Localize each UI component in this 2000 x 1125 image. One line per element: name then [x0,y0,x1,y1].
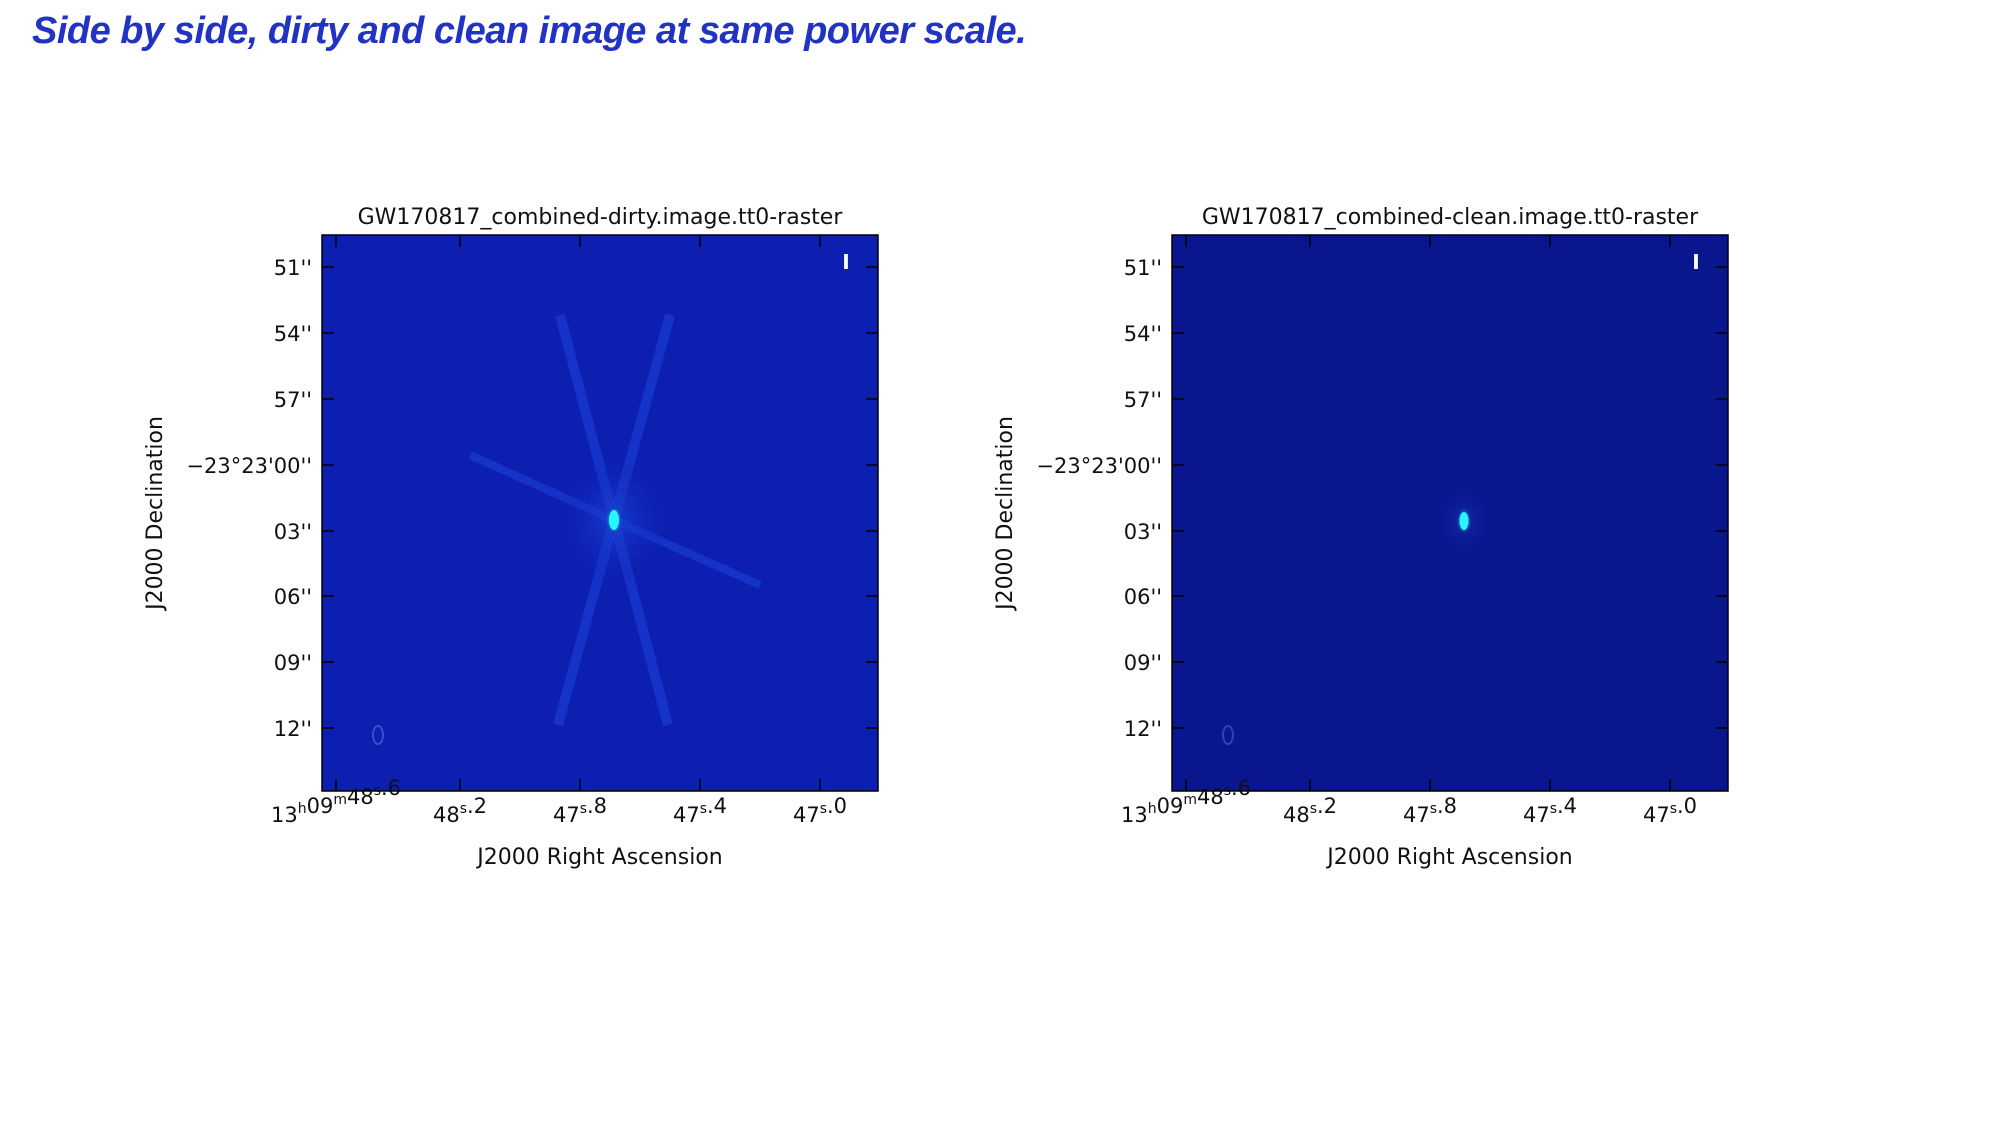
y-axis-label: J2000 Declination [143,416,168,612]
y-tick-label: −23°23'00'' [1036,454,1162,478]
y-tick-label: 51'' [274,256,312,280]
x-tick-label: 48s.2 [433,794,487,827]
dirty-image-panel: GW170817_combined-dirty.image.tt0-raster… [140,195,900,895]
y-tick-label: 12'' [274,717,312,741]
plot-title: GW170817_combined-clean.image.tt0-raster [1202,205,1699,230]
y-tick-label: 57'' [274,388,312,412]
y-tick-label: 06'' [274,585,312,609]
y-tick-label: 03'' [1124,520,1162,544]
x-tick-label: 47s.4 [1523,794,1577,827]
x-tick-label: 13h09m48s.6 [1121,776,1251,827]
y-tick-label: 51'' [1124,256,1162,280]
y-tick-label: 06'' [1124,585,1162,609]
beam-ellipse [1222,725,1234,745]
x-tick-label: 47s.8 [1403,794,1457,827]
x-tick-label: 47s.0 [1643,794,1697,827]
stokes-label: I [842,250,849,274]
y-tick-label: −23°23'00'' [186,454,312,478]
x-axis-label: J2000 Right Ascension [475,845,722,870]
x-tick-label: 48s.2 [1283,794,1337,827]
y-tick-label: 09'' [1124,651,1162,675]
plot-frame [1171,234,1729,792]
source-core [609,510,619,530]
y-tick-marks [1172,266,1728,729]
y-tick-label: 57'' [1124,388,1162,412]
y-tick-label: 12'' [1124,717,1162,741]
x-tick-label: 47s.8 [553,794,607,827]
clean-image-panel: GW170817_combined-clean.image.tt0-raster… [990,195,1750,895]
beam-ellipse [372,725,384,745]
plot-title: GW170817_combined-dirty.image.tt0-raster [358,205,844,230]
y-tick-label: 09'' [274,651,312,675]
y-tick-label: 54'' [274,322,312,346]
x-tick-marks [1185,235,1671,791]
dirty-image-plot: GW170817_combined-dirty.image.tt0-raster… [143,205,879,870]
x-tick-label: 13h09m48s.6 [271,776,401,827]
y-tick-label: 54'' [1124,322,1162,346]
y-tick-label: 03'' [274,520,312,544]
x-tick-label: 47s.0 [793,794,847,827]
x-tick-label: 47s.4 [673,794,727,827]
stokes-label: I [1692,250,1699,274]
plot-frame [321,234,879,792]
y-axis-label: J2000 Declination [993,416,1018,612]
x-tick-marks [335,235,821,791]
clean-image-plot: GW170817_combined-clean.image.tt0-raster… [993,205,1729,870]
y-tick-marks [322,266,878,729]
slide-title: Side by side, dirty and clean image at s… [32,10,1027,52]
x-axis-label: J2000 Right Ascension [1325,845,1572,870]
source-core [1459,512,1469,530]
